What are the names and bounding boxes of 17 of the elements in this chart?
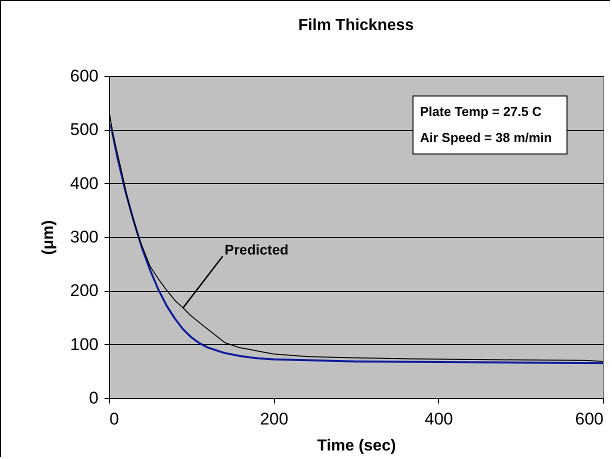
- y-tick-label: 100: [70, 334, 98, 354]
- x-tick-label: 0: [110, 410, 119, 428]
- x-axis-title: Time (sec): [317, 438, 396, 454]
- annotation: Plate Temp = 27.5 C: [420, 104, 542, 119]
- y-tick-label: 400: [70, 174, 98, 193]
- x-tick-label: 400: [424, 410, 454, 428]
- annotation: Air Speed = 38 m/min: [420, 130, 552, 145]
- y-tick-label: 200: [70, 281, 98, 300]
- y-axis-title: (μm): [40, 220, 58, 255]
- chart-title: Film Thickness: [298, 17, 414, 34]
- x-tick-label: 600: [575, 410, 604, 428]
- y-tick-label: 500: [70, 120, 98, 140]
- text: Predicted: [224, 241, 288, 258]
- y-tick-label: 0: [89, 388, 98, 408]
- y-tick-label: 300: [70, 228, 98, 246]
- y-tick-label: 600: [70, 66, 98, 86]
- x-tick-label: 200: [260, 410, 288, 428]
